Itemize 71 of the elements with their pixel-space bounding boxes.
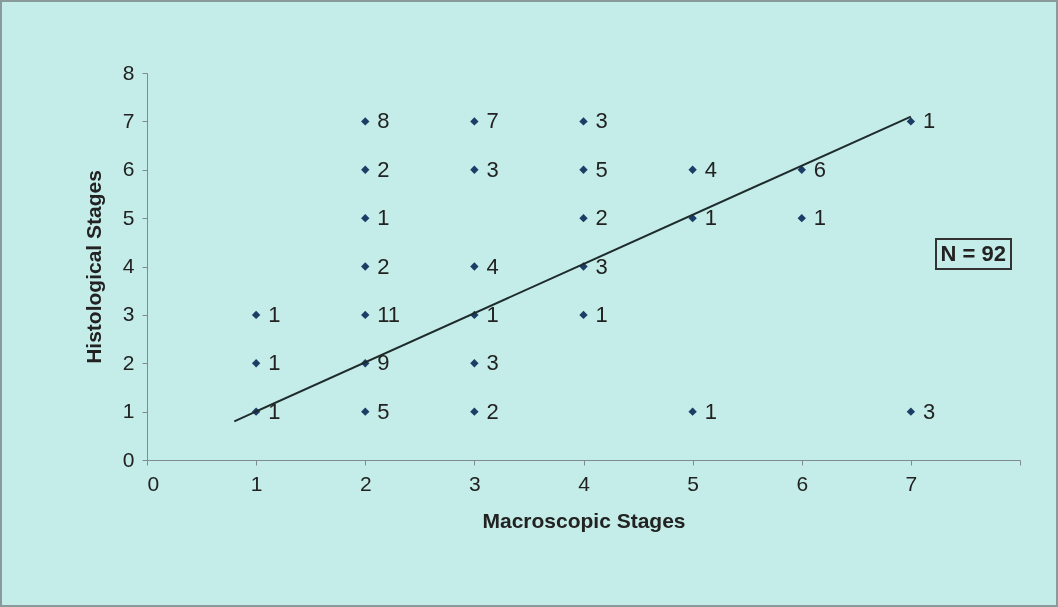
annotation: 2 bbox=[377, 253, 390, 279]
annotation: 1 bbox=[268, 301, 281, 327]
point bbox=[579, 310, 588, 320]
x-tick-label: 3 bbox=[469, 471, 481, 495]
annotation: 1 bbox=[595, 301, 608, 327]
annotation: N = 92 bbox=[934, 238, 1012, 270]
annotation: 8 bbox=[377, 108, 390, 134]
y-axis-title: Histological Stages bbox=[81, 170, 105, 364]
annotation: 1 bbox=[704, 398, 717, 424]
point bbox=[470, 359, 479, 368]
y-tick-label: 2 bbox=[122, 350, 135, 374]
annotation: 1 bbox=[486, 301, 499, 327]
annotation: 1 bbox=[922, 108, 936, 134]
annotation: 4 bbox=[486, 253, 499, 279]
x-axis-title: Macroscopic Stages bbox=[482, 508, 686, 532]
annotation: 3 bbox=[595, 108, 608, 134]
y-tick-label: 6 bbox=[122, 157, 135, 181]
point bbox=[470, 117, 479, 126]
x-tick-label: 0 bbox=[147, 471, 160, 495]
y-tick-label: 1 bbox=[122, 399, 135, 423]
x-tick-label: 5 bbox=[687, 471, 699, 495]
point bbox=[688, 407, 697, 416]
annotation: 1 bbox=[268, 398, 281, 424]
y-tick-label: 3 bbox=[122, 302, 135, 326]
annotation: 3 bbox=[486, 156, 499, 182]
annotation: 6 bbox=[813, 156, 826, 182]
point bbox=[470, 165, 479, 174]
annotation: 5 bbox=[377, 398, 390, 424]
annotation: 3 bbox=[486, 350, 499, 376]
y-tick-label: 8 bbox=[122, 60, 135, 84]
point bbox=[797, 165, 806, 174]
point bbox=[579, 117, 588, 126]
point bbox=[361, 165, 370, 174]
point bbox=[906, 117, 916, 126]
point bbox=[251, 310, 261, 320]
annotation: 3 bbox=[922, 398, 936, 424]
annotation: 4 bbox=[704, 156, 717, 182]
x-tick-label: 2 bbox=[359, 471, 372, 495]
annotation: 2 bbox=[595, 205, 608, 231]
annotation: 2 bbox=[486, 398, 499, 424]
point bbox=[361, 407, 370, 416]
annotation: 7 bbox=[486, 108, 499, 134]
point bbox=[470, 407, 479, 416]
point bbox=[579, 213, 588, 223]
annotation: 2 bbox=[377, 156, 390, 182]
point bbox=[251, 359, 261, 368]
point bbox=[688, 165, 697, 174]
x-tick-label: 4 bbox=[578, 471, 591, 495]
point bbox=[470, 262, 479, 271]
point bbox=[361, 117, 370, 126]
annotation: 11 bbox=[377, 301, 401, 327]
point bbox=[797, 213, 806, 223]
annotation: 1 bbox=[268, 350, 281, 376]
annotation: 5 bbox=[595, 156, 608, 182]
y-tick-label: 7 bbox=[122, 108, 135, 132]
x-tick-label: 7 bbox=[905, 471, 918, 495]
annotation: 1 bbox=[377, 205, 390, 231]
annotation: 1 bbox=[704, 205, 717, 231]
point bbox=[579, 165, 588, 174]
point bbox=[361, 213, 370, 223]
point bbox=[361, 310, 370, 320]
annotation: 9 bbox=[377, 350, 390, 376]
annotation: 3 bbox=[595, 253, 608, 279]
y-tick-label: 5 bbox=[122, 205, 135, 229]
x-tick-label: 6 bbox=[796, 471, 809, 495]
y-tick-label: 4 bbox=[122, 254, 135, 277]
point bbox=[361, 262, 370, 271]
x-tick-label: 1 bbox=[250, 471, 263, 495]
point bbox=[906, 407, 916, 416]
annotation: 1 bbox=[813, 205, 826, 231]
y-tick-label: 0 bbox=[122, 447, 135, 471]
